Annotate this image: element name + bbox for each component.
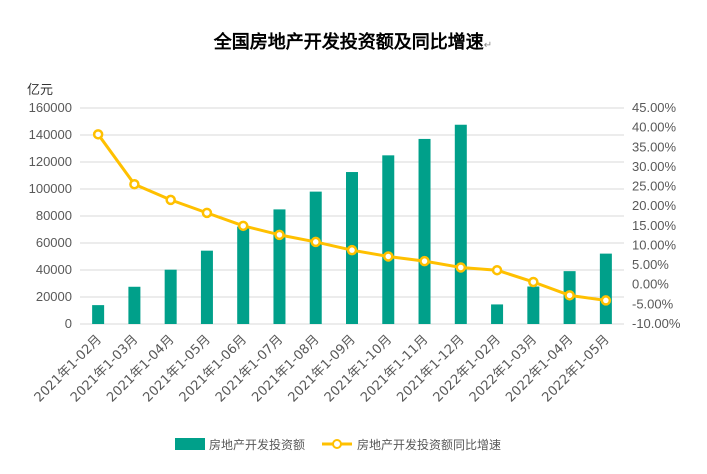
bar (527, 286, 540, 324)
left-tick-label: 20000 (36, 289, 72, 304)
left-tick-label: 140000 (29, 127, 72, 142)
bar (273, 209, 286, 324)
right-tick-label: -10.00% (632, 316, 681, 331)
line-point (201, 207, 213, 219)
legend-bar-label: 房地产开发投资额 (209, 437, 305, 452)
right-tick-label: 45.00% (632, 100, 677, 115)
left-tick-label: 100000 (29, 181, 72, 196)
left-tick-label: 0 (65, 316, 72, 331)
line-series (92, 129, 612, 306)
left-tick-label: 40000 (36, 262, 72, 277)
bar (454, 124, 467, 324)
chart-title: 全国房地产开发投资额及同比增速↵ (213, 31, 492, 53)
right-tick-label: 5.00% (632, 257, 669, 272)
legend-line-label: 房地产开发投资额同比增速 (357, 437, 501, 452)
line-point (419, 255, 430, 267)
line-point (92, 129, 104, 140)
line-point (491, 264, 503, 276)
bar (164, 269, 177, 324)
line-point (455, 262, 467, 273)
left-tick-label: 60000 (36, 235, 72, 250)
bar (418, 138, 431, 324)
right-tick-label: 40.00% (632, 120, 677, 135)
right-axis-ticks: -10.00% -5.00% 0.00% 5.00% 10.00% 15.00% 20.00… (632, 100, 681, 331)
bar (599, 253, 612, 324)
left-tick-label: 80000 (36, 208, 72, 223)
legend-line-marker (332, 439, 342, 449)
bar (382, 155, 395, 324)
bar (309, 191, 322, 324)
bar (491, 304, 504, 324)
left-axis-unit: 亿元 (27, 83, 53, 98)
legend: 房地产开发投资额 房地产开发投资额同比增速 (175, 437, 501, 452)
line-point (165, 194, 176, 206)
x-axis-ticks: 2021年1-02月2021年1-03月2021年1-04月2021年1-05月… (32, 332, 613, 405)
bar (128, 286, 141, 324)
title-return-mark: ↵ (484, 40, 492, 51)
bar (92, 305, 105, 324)
bar (237, 226, 250, 324)
right-tick-label: -5.00% (632, 296, 674, 311)
bar-series (92, 124, 612, 324)
legend-bar-swatch (175, 438, 205, 450)
bar (200, 250, 213, 324)
line-point (528, 276, 539, 288)
right-tick-label: 35.00% (632, 139, 677, 154)
line-point (129, 178, 140, 190)
left-axis-ticks: 0 20000 40000 60000 80000 100000 120000 140000 1… (29, 100, 72, 331)
right-tick-label: 0.00% (632, 277, 669, 292)
right-tick-label: 15.00% (632, 218, 677, 233)
right-tick-label: 25.00% (632, 179, 677, 194)
right-tick-label: 20.00% (632, 198, 677, 213)
line-point (310, 236, 321, 248)
line-point (564, 290, 575, 301)
left-tick-label: 120000 (29, 154, 72, 169)
line-point (383, 251, 394, 262)
line-point (600, 295, 612, 306)
line-point (237, 220, 249, 232)
line-point (274, 229, 285, 241)
right-tick-label: 10.00% (632, 237, 677, 252)
left-tick-label: 160000 (29, 100, 72, 115)
x-tick-label: 2022年1-05月 (539, 332, 612, 405)
right-tick-label: 30.00% (632, 159, 677, 174)
line-point (346, 244, 358, 256)
